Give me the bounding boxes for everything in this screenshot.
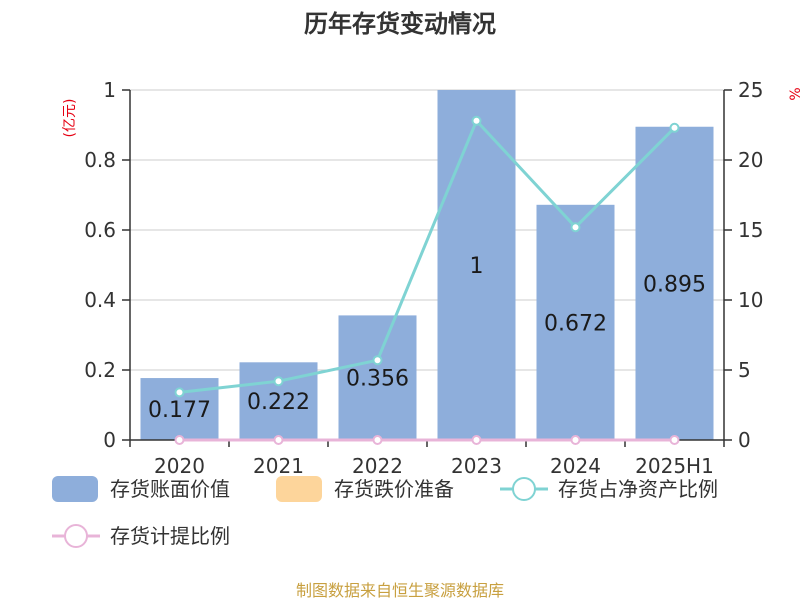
right-tick-label: 25	[738, 78, 763, 102]
right-axis-unit: %	[788, 87, 800, 100]
legend-net-asset-ratio: 存货占净资产比例	[500, 477, 718, 501]
line-point-2020	[174, 387, 185, 398]
x-tick-label: 2021	[253, 454, 304, 478]
bar-2024	[536, 204, 615, 440]
line-point-2021	[273, 376, 284, 387]
left-axis-ticks: 0 0.2 0.4 0.6 0.8 1	[84, 78, 130, 452]
data-label-2024: 0.672	[544, 311, 607, 336]
line-point-2024	[570, 222, 581, 233]
x-axis-ticks: 2020 2021 2022 2023 2024 2025H1	[154, 454, 714, 478]
source-note: 制图数据来自恒生聚源数据库	[296, 581, 504, 600]
bar-2022	[338, 315, 417, 440]
right-tick-label: 20	[738, 148, 763, 172]
line-series	[174, 115, 680, 445]
x-tick-label: 2025H1	[635, 454, 714, 478]
left-tick-label: 0.2	[84, 358, 116, 382]
line-point-2025H1	[669, 435, 680, 445]
data-label-2025H1: 0.895	[643, 272, 706, 297]
data-label-2023: 1	[470, 254, 484, 279]
chart-title: 历年存货变动情况	[304, 10, 496, 38]
right-axis-ticks: 0 5 10 15 20 25	[724, 78, 763, 452]
axes	[129, 90, 725, 447]
x-tick-label: 2020	[154, 454, 205, 478]
bar-series	[140, 90, 714, 440]
left-tick-label: 0.4	[84, 288, 116, 312]
right-tick-label: 5	[738, 358, 751, 382]
line-point-2023	[471, 435, 482, 445]
data-label-2022: 0.356	[346, 367, 409, 392]
x-tick-label: 2024	[550, 454, 601, 478]
legend-swatch	[276, 476, 322, 502]
data-labels: 0.177 0.222 0.356 1 0.672 0.895	[148, 254, 706, 423]
legend-impairment: 存货跌价准备	[276, 476, 454, 502]
bar-2025H1	[635, 126, 714, 440]
left-tick-label: 1	[103, 78, 116, 102]
line-point-2020	[174, 435, 185, 445]
x-tick-label: 2023	[451, 454, 502, 478]
grid-lines	[130, 89, 724, 371]
line-inventory-ratio	[179, 118, 676, 394]
line-point-2022	[372, 355, 383, 366]
legend-label: 存货账面价值	[110, 477, 230, 501]
legend-provision-ratio: 存货计提比例	[52, 524, 230, 548]
left-tick-label: 0	[103, 428, 116, 452]
line-point-2023	[471, 115, 482, 126]
line-point-2021	[273, 435, 284, 445]
right-tick-label: 15	[738, 218, 763, 242]
legend-marker	[64, 524, 88, 548]
line-point-2025H1	[669, 122, 680, 133]
legend-book-value: 存货账面价值	[52, 476, 230, 502]
left-tick-label: 0.8	[84, 148, 116, 172]
legend-label: 存货计提比例	[110, 524, 230, 548]
left-tick-label: 0.6	[84, 218, 116, 242]
x-tick-label: 2022	[352, 454, 403, 478]
line-point-2022	[372, 435, 383, 445]
data-label-2021: 0.222	[247, 390, 310, 415]
legend-label: 存货跌价准备	[334, 477, 454, 501]
right-tick-label: 0	[738, 428, 751, 452]
data-label-2020: 0.177	[148, 398, 211, 423]
legend-marker	[512, 477, 536, 501]
legend-swatch	[52, 476, 98, 502]
right-tick-label: 10	[738, 288, 763, 312]
legend-label: 存货占净资产比例	[558, 477, 718, 501]
left-axis-unit: (亿元)	[62, 99, 78, 138]
line-point-2024	[570, 435, 581, 445]
